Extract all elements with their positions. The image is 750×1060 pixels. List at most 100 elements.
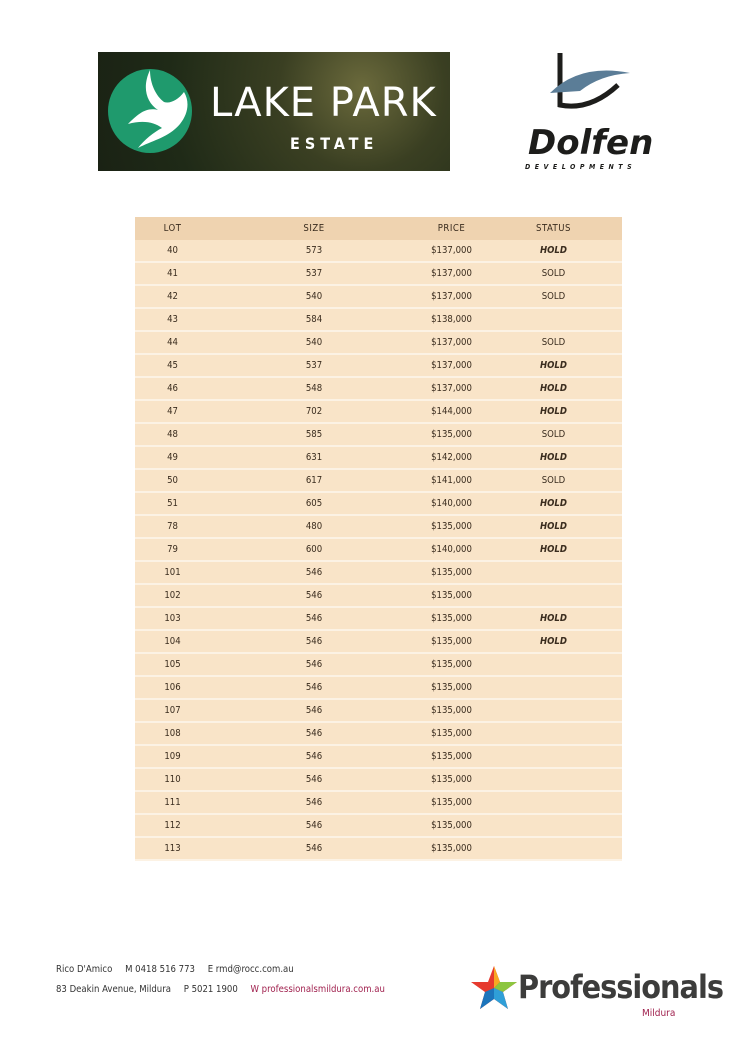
column-header-size: SIZE [210, 217, 418, 240]
size-cell: 537 [210, 263, 418, 286]
table-row: 47 702 $144,000 HOLD [135, 401, 622, 424]
price-cell: $140,000 [418, 493, 485, 516]
lot-cell: 110 [135, 769, 210, 792]
size-cell: 548 [210, 378, 418, 401]
table-row: 111 546 $135,000 [135, 792, 622, 815]
table-row: 51 605 $140,000 HOLD [135, 493, 622, 516]
size-cell: 546 [210, 769, 418, 792]
table-row: 106 546 $135,000 [135, 677, 622, 700]
status-cell: HOLD [485, 401, 622, 424]
bird-icon [128, 70, 188, 148]
lake-park-estate-logo: LAKE PARK ESTATE [98, 52, 450, 171]
size-cell: 585 [210, 424, 418, 447]
lot-cell: 51 [135, 493, 210, 516]
office-phone: P 5021 1900 [183, 984, 238, 995]
table-row: 41 537 $137,000 SOLD [135, 263, 622, 286]
status-cell: SOLD [485, 286, 622, 309]
table-row: 40 573 $137,000 HOLD [135, 240, 622, 263]
size-cell: 537 [210, 355, 418, 378]
dolfen-developments-logo: Dolfen DEVELOPMENTS [520, 45, 655, 175]
status-cell [485, 769, 622, 792]
size-cell: 546 [210, 631, 418, 654]
lot-cell: 48 [135, 424, 210, 447]
price-cell: $141,000 [418, 470, 485, 493]
price-cell: $135,000 [418, 792, 485, 815]
size-cell: 540 [210, 332, 418, 355]
table-row: 103 546 $135,000 HOLD [135, 608, 622, 631]
price-cell: $137,000 [418, 355, 485, 378]
website-link[interactable]: W professionalsmildura.com.au [250, 984, 385, 995]
price-cell: $138,000 [418, 309, 485, 332]
lot-cell: 112 [135, 815, 210, 838]
status-cell [485, 792, 622, 815]
status-cell: HOLD [485, 240, 622, 263]
size-cell: 600 [210, 539, 418, 562]
lot-cell: 106 [135, 677, 210, 700]
price-cell: $135,000 [418, 585, 485, 608]
status-cell [485, 585, 622, 608]
price-cell: $135,000 [418, 424, 485, 447]
agent-email[interactable]: E rmd@rocc.com.au [207, 964, 294, 975]
size-cell: 546 [210, 838, 418, 861]
lot-price-table: LOT SIZE PRICE STATUS 40 573 $137,000 HOLD 4… [135, 217, 622, 861]
table-row: 107 546 $135,000 [135, 700, 622, 723]
lot-cell: 107 [135, 700, 210, 723]
status-cell: HOLD [485, 608, 622, 631]
table-row: 44 540 $137,000 SOLD [135, 332, 622, 355]
price-cell: $137,000 [418, 378, 485, 401]
lot-cell: 47 [135, 401, 210, 424]
size-cell: 546 [210, 723, 418, 746]
lot-cell: 111 [135, 792, 210, 815]
professionals-mildura-logo: Professionals Mildura [470, 960, 724, 1030]
table-row: 43 584 $138,000 [135, 309, 622, 332]
lot-cell: 109 [135, 746, 210, 769]
price-cell: $135,000 [418, 654, 485, 677]
price-cell: $135,000 [418, 769, 485, 792]
price-cell: $137,000 [418, 286, 485, 309]
table-row: 50 617 $141,000 SOLD [135, 470, 622, 493]
column-header-price: PRICE [418, 217, 485, 240]
lot-cell: 44 [135, 332, 210, 355]
size-cell: 546 [210, 585, 418, 608]
size-cell: 546 [210, 608, 418, 631]
lot-cell: 108 [135, 723, 210, 746]
size-cell: 540 [210, 286, 418, 309]
table-row: 105 546 $135,000 [135, 654, 622, 677]
size-cell: 546 [210, 562, 418, 585]
size-cell: 605 [210, 493, 418, 516]
price-cell: $137,000 [418, 332, 485, 355]
price-cell: $135,000 [418, 723, 485, 746]
size-cell: 631 [210, 447, 418, 470]
star-icon [471, 966, 517, 1009]
dolfen-logo-name: Dolfen [528, 123, 654, 163]
status-cell: HOLD [485, 516, 622, 539]
lot-cell: 101 [135, 562, 210, 585]
status-cell: SOLD [485, 424, 622, 447]
lot-cell: 105 [135, 654, 210, 677]
table-row: 42 540 $137,000 SOLD [135, 286, 622, 309]
size-cell: 546 [210, 746, 418, 769]
size-cell: 546 [210, 815, 418, 838]
status-cell [485, 562, 622, 585]
price-cell: $135,000 [418, 838, 485, 861]
estate-logo-subtitle: ESTATE [290, 134, 379, 153]
professionals-logo-name: Professionals [518, 968, 724, 1006]
column-header-lot: LOT [135, 217, 210, 240]
contact-details: Rico D'Amico M 0418 516 773 E rmd@rocc.c… [56, 960, 395, 1000]
status-cell: SOLD [485, 470, 622, 493]
table-row: 112 546 $135,000 [135, 815, 622, 838]
table-row: 113 546 $135,000 [135, 838, 622, 861]
agent-mobile: M 0418 516 773 [125, 964, 195, 975]
status-cell [485, 723, 622, 746]
size-cell: 480 [210, 516, 418, 539]
size-cell: 573 [210, 240, 418, 263]
lot-cell: 104 [135, 631, 210, 654]
lot-cell: 103 [135, 608, 210, 631]
status-cell: HOLD [485, 447, 622, 470]
column-header-status: STATUS [485, 217, 622, 240]
size-cell: 546 [210, 700, 418, 723]
price-cell: $144,000 [418, 401, 485, 424]
table-row: 110 546 $135,000 [135, 769, 622, 792]
status-cell [485, 815, 622, 838]
status-cell [485, 677, 622, 700]
